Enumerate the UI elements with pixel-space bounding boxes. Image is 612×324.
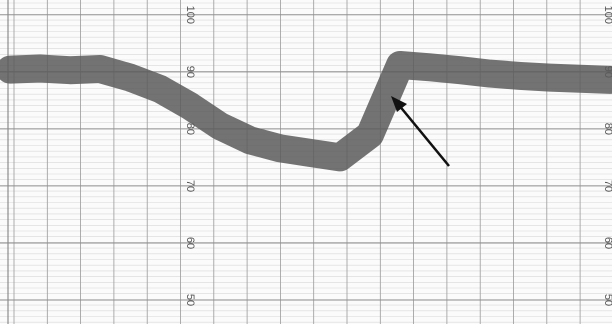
y-tick-label: 50: [184, 294, 196, 306]
y-tick-label: 100: [602, 6, 612, 24]
y-tick-label: 60: [602, 237, 612, 249]
y-tick-label: 60: [184, 237, 196, 249]
y-tick-label: 100: [184, 6, 196, 24]
y-tick-label: 70: [602, 180, 612, 192]
y-tick-label: 90: [184, 66, 196, 78]
chart: 50506060707080809090100100: [0, 0, 612, 324]
y-tick-label: 80: [602, 123, 612, 135]
y-tick-label: 50: [602, 294, 612, 306]
y-tick-label: 70: [184, 180, 196, 192]
